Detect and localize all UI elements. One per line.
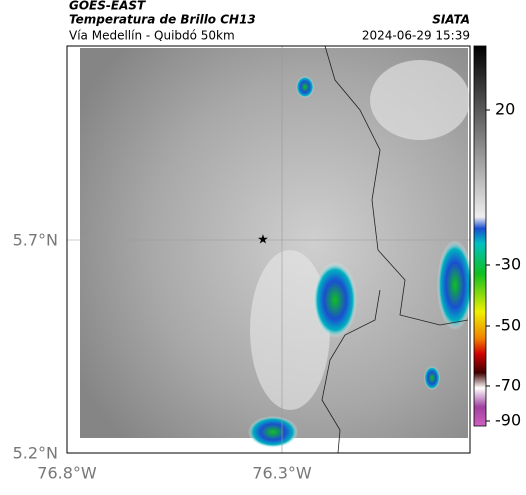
cold-cloud xyxy=(437,240,473,330)
lon-tick-label: 76.8°W xyxy=(37,464,97,483)
colorbar: 20 -30 -50 -70 -90 xyxy=(473,45,521,430)
satellite: GOES-EAST xyxy=(69,0,146,13)
location-star: ★ xyxy=(257,233,269,248)
colorbar-tick-label: -90 xyxy=(495,411,521,430)
timestamp: 2024-06-29 15:39 xyxy=(362,29,470,43)
map-frame xyxy=(66,45,471,454)
cold-cloud xyxy=(424,366,440,390)
cold-cloud xyxy=(248,416,298,448)
header: GOES-EAST Temperatura de Brillo CH13 Vía… xyxy=(69,0,470,43)
colorbar-scale xyxy=(473,45,487,427)
colorbar-tick-label: -50 xyxy=(495,316,521,335)
source: SIATA xyxy=(432,13,470,27)
lon-tick-label: 76.3°W xyxy=(252,464,312,483)
border xyxy=(321,289,381,454)
colorbar-tick-label: -30 xyxy=(495,255,521,274)
cloud xyxy=(250,250,330,410)
lat-tick-label: 5.2°N xyxy=(13,444,58,463)
axes: 5.7°N 5.2°N 76.8°W 76.3°W xyxy=(13,231,312,483)
border xyxy=(324,45,469,326)
cold-cloud xyxy=(296,76,314,98)
colorbar-tick-label: -70 xyxy=(495,376,521,395)
map-image: ★ xyxy=(66,45,473,454)
lat-tick-label: 5.7°N xyxy=(13,231,58,250)
colorbar-tick-label: 20 xyxy=(495,100,515,119)
cold-cloud xyxy=(313,262,357,338)
region: Vía Medellín - Quibdó 50km xyxy=(69,29,235,43)
cloud xyxy=(370,60,470,140)
product: Temperatura de Brillo CH13 xyxy=(69,13,256,27)
